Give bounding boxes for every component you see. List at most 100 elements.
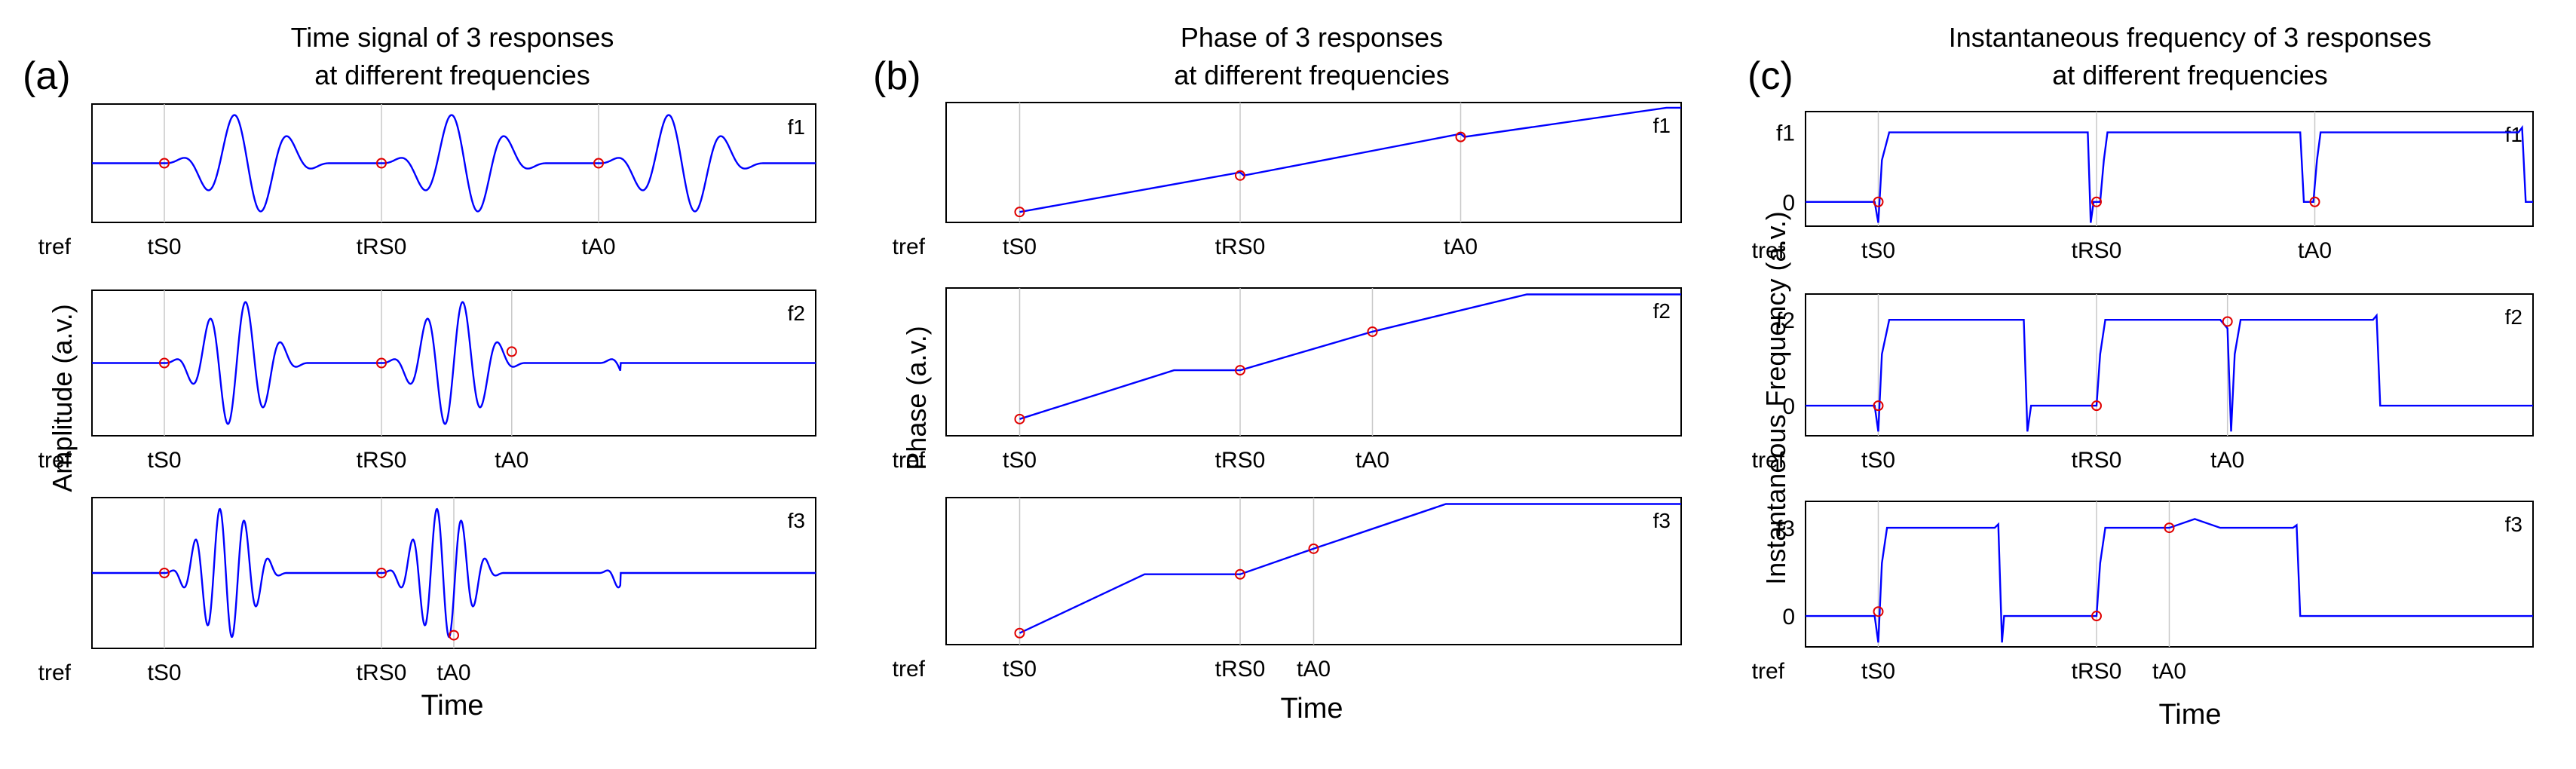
series-f3-marker-2 xyxy=(1308,543,1319,554)
tick-label-tS0: tS0 xyxy=(147,448,181,473)
subplot-label-f3: f3 xyxy=(788,509,805,532)
ytick-label-zero: 0 xyxy=(1782,605,1795,630)
series-f3-marker-1 xyxy=(376,568,387,578)
tick-label-tref: tref xyxy=(1752,659,1785,684)
subplot-f2: tref tS0 tRS0 tA0 f2 xyxy=(893,287,1682,473)
tick-label-tA0: tA0 xyxy=(1444,234,1478,259)
series-f1-marker-2 xyxy=(593,158,604,169)
ytick-label-zero: 0 xyxy=(1782,394,1795,419)
tick-label-tref: tref xyxy=(38,660,72,685)
tick-label-tA0: tA0 xyxy=(436,660,470,685)
subplot-f3: tref tS0 tRS0 tA0 f3 xyxy=(38,497,816,685)
tick-label-tS0: tS0 xyxy=(1003,448,1037,473)
series-f1-marker-0 xyxy=(1014,207,1025,218)
subplot-f2: tref tS0 tRS0 tA0 f2 xyxy=(38,290,816,473)
tick-label-tS0: tS0 xyxy=(1861,238,1895,263)
tick-label-tRS0: tRS0 xyxy=(1215,657,1266,682)
tick-label-tRS0: tRS0 xyxy=(2072,238,2122,263)
tick-label-tS0: tS0 xyxy=(147,660,181,685)
series-f3-marker-0 xyxy=(1014,627,1025,639)
tick-label-tA0: tA0 xyxy=(1297,657,1331,682)
tick-label-tRS0: tRS0 xyxy=(357,448,407,473)
tick-label-tA0: tA0 xyxy=(2152,659,2186,684)
series-f2-marker-0 xyxy=(1873,400,1884,412)
tick-label-tref: tref xyxy=(893,234,926,259)
subplot-label-f3: f3 xyxy=(2505,513,2522,536)
subplot-label-f1: f1 xyxy=(1653,114,1671,137)
tick-label-tS0: tS0 xyxy=(147,234,181,259)
panel-label-a: (a) xyxy=(23,54,71,98)
series-f1-marker-1 xyxy=(1235,170,1245,181)
tick-label-tref: tref xyxy=(893,448,926,473)
tick-label-tA0: tA0 xyxy=(2210,448,2244,473)
series-f2-marker-1 xyxy=(2091,400,2102,412)
tick-label-tRS0: tRS0 xyxy=(2072,448,2122,473)
series-f2-marker-2 xyxy=(506,346,517,357)
ytick-label-level: f3 xyxy=(1776,516,1795,541)
ytick-label-level: f1 xyxy=(1776,121,1795,146)
series-line-f1 xyxy=(1019,106,1681,213)
tick-label-tA0: tA0 xyxy=(581,234,615,259)
series-f2-marker-2 xyxy=(2222,316,2233,327)
series-f3-marker-0 xyxy=(159,568,170,578)
ytick-label-level: f2 xyxy=(1776,308,1795,333)
series-f2-marker-0 xyxy=(1014,413,1025,424)
subplot-label-f1: f1 xyxy=(2505,123,2522,146)
subplot-f1: tref tS0 tRS0 tA0 f1 xyxy=(893,102,1682,259)
axes-box xyxy=(945,287,1682,437)
series-f1-marker-1 xyxy=(376,158,387,169)
subplot-f1: tref tS0 tRS0 tA0 f1 xyxy=(38,103,816,259)
tick-label-tA0: tA0 xyxy=(495,448,528,473)
panel-label-c: (c) xyxy=(1747,54,1793,98)
series-f1-marker-2 xyxy=(1455,131,1466,142)
series-f2-marker-2 xyxy=(1367,326,1378,337)
ylabel-a: Amplitude (a.v.) xyxy=(47,304,78,492)
tick-label-tRS0: tRS0 xyxy=(1215,448,1266,473)
xlabel-a: Time xyxy=(421,690,483,722)
ylabel-c: Instantaneous Frequency (a.v.) xyxy=(1760,211,1791,585)
axes-box xyxy=(1805,111,2534,227)
subplot-label-f2: f2 xyxy=(1653,299,1671,323)
subplot-label-f2: f2 xyxy=(2505,305,2522,329)
tick-label-tA0: tA0 xyxy=(2298,238,2332,263)
series-f1-marker-0 xyxy=(159,158,170,169)
xlabel-c: Time xyxy=(2158,699,2221,731)
tick-label-tref: tref xyxy=(38,234,72,259)
title-c-line1: Instantaneous frequency of 3 responses xyxy=(1949,22,2431,53)
title-b-line1: Phase of 3 responses xyxy=(1181,22,1443,53)
series-f3-marker-2 xyxy=(2164,522,2175,534)
tick-label-tref: tref xyxy=(1752,448,1785,473)
subplot-label-f2: f2 xyxy=(788,302,805,325)
tick-label-tRS0: tRS0 xyxy=(357,660,407,685)
tick-label-tA0: tA0 xyxy=(1355,448,1389,473)
series-line-f3 xyxy=(1806,518,2533,643)
ytick-label-zero: 0 xyxy=(1782,191,1795,216)
series-line-f3 xyxy=(1018,503,1681,634)
series-line-f2 xyxy=(1019,293,1681,420)
subplot-f3: tref tS0 tRS0 tA0 f3 0 f3 xyxy=(1752,501,2534,684)
series-line-f1 xyxy=(1806,124,2533,223)
subplot-label-f1: f1 xyxy=(788,115,805,139)
series-f2-marker-1 xyxy=(376,357,387,369)
series-f1-marker-1 xyxy=(2091,196,2102,207)
series-f2-marker-1 xyxy=(1235,365,1245,376)
tick-label-tref: tref xyxy=(893,657,926,682)
series-f3-marker-0 xyxy=(1873,606,1884,617)
title-a-line2: at different frequencies xyxy=(314,60,590,90)
axes-box xyxy=(91,103,816,223)
series-line-f3 xyxy=(92,507,816,639)
title-a-line1: Time signal of 3 responses xyxy=(291,22,614,53)
tick-label-tref: tref xyxy=(38,448,72,473)
series-f1-marker-0 xyxy=(1873,196,1884,207)
subplot-f2: tref tS0 tRS0 tA0 f2 0 f2 xyxy=(1752,293,2534,473)
tick-label-tref: tref xyxy=(1752,238,1785,263)
subplot-f1: tref tS0 tRS0 tA0 f1 0 f1 xyxy=(1752,111,2534,263)
title-b-line2: at different frequencies xyxy=(1174,60,1450,90)
subplot-label-f3: f3 xyxy=(1653,509,1671,532)
series-f3-marker-1 xyxy=(1235,568,1245,580)
subplot-f3: tref tS0 tRS0 tA0 f3 xyxy=(893,497,1682,682)
series-line-f2 xyxy=(92,301,816,425)
